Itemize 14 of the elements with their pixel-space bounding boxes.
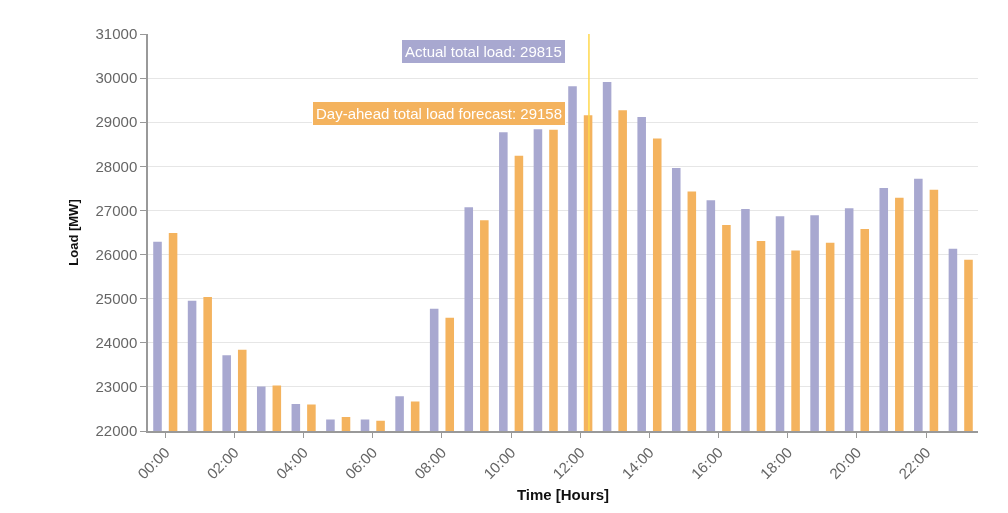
y-tick-label: 30000 <box>95 69 138 87</box>
y-tick-label: 24000 <box>95 334 138 352</box>
y-tick-label: 29000 <box>95 113 138 131</box>
y-tick-label: 31000 <box>95 25 138 43</box>
y-axis-title: Load [MW] <box>65 199 81 266</box>
y-tick-label: 28000 <box>95 157 138 175</box>
annotation: Day-ahead total load forecast: 29158 <box>316 105 562 122</box>
y-tick-label: 23000 <box>95 378 138 396</box>
y-tick-label: 26000 <box>95 245 138 263</box>
y-tick-label: 25000 <box>95 289 138 307</box>
y-tick-label: 27000 <box>95 201 138 219</box>
x-axis-title: Time [Hours] <box>516 485 610 503</box>
annotation: Actual total load: 29815 <box>405 43 562 60</box>
y-tick-label: 22000 <box>95 422 138 440</box>
